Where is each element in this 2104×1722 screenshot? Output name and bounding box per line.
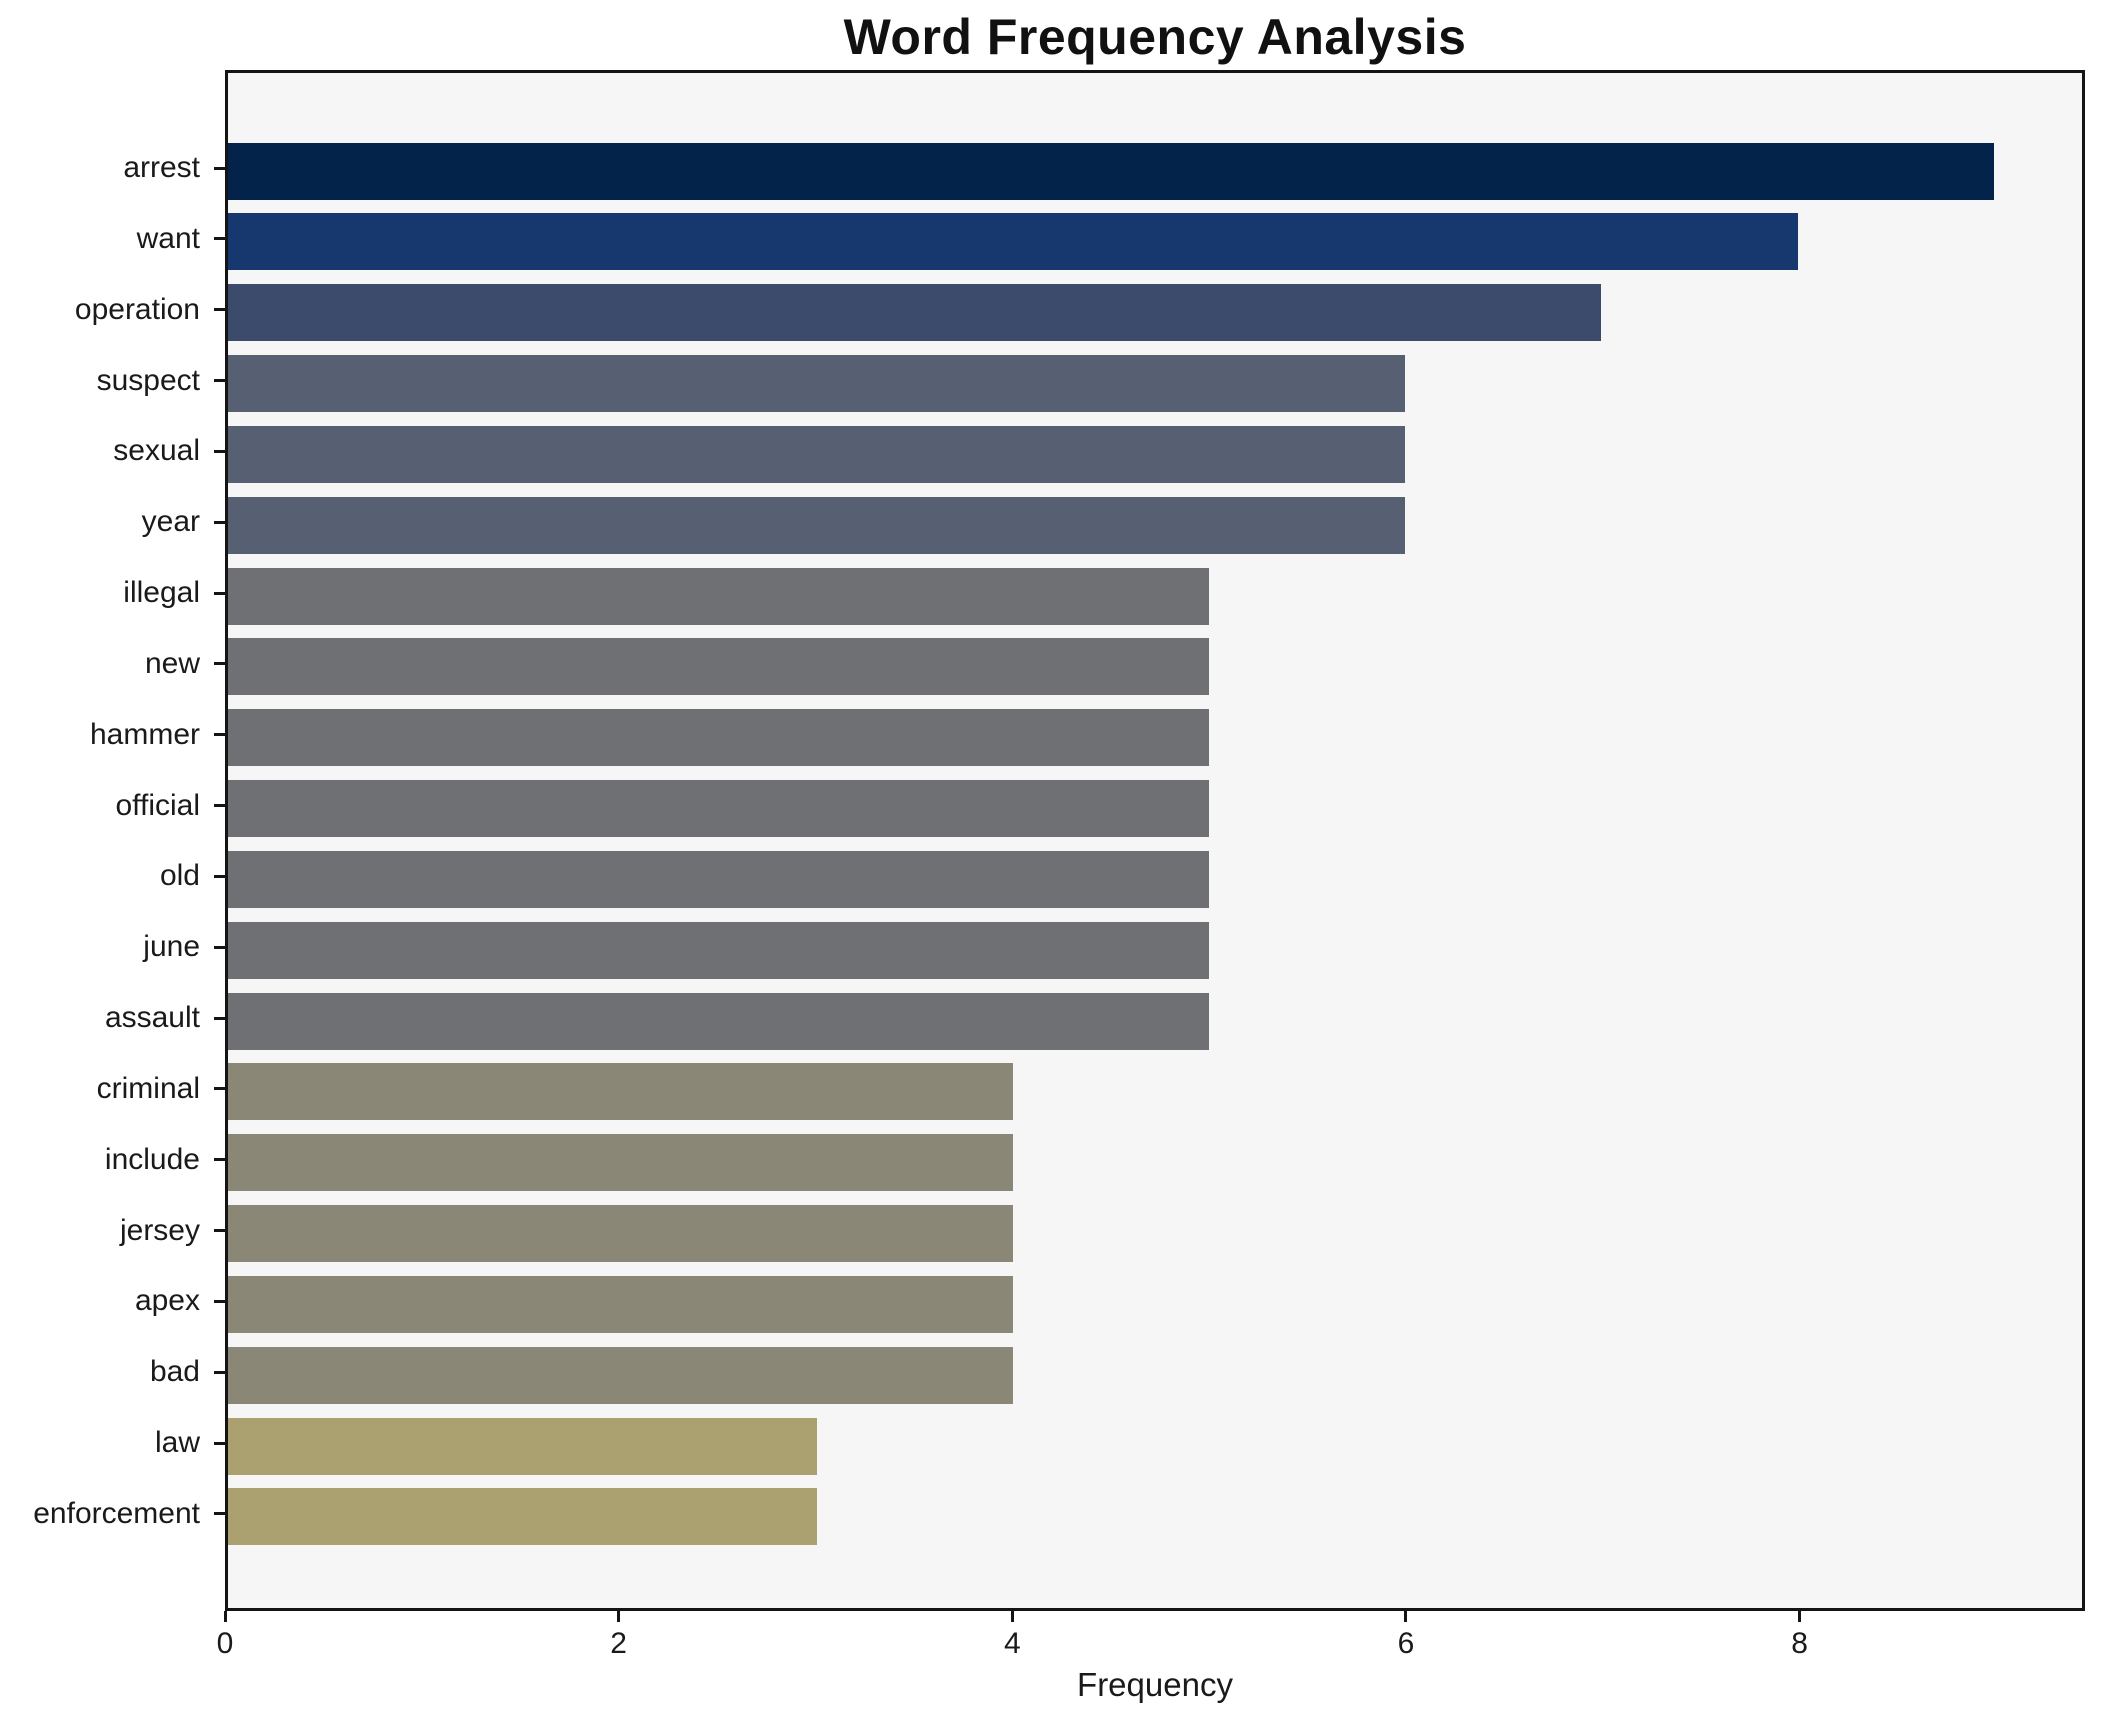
y-tick-label: law	[154, 1426, 200, 1460]
y-tick-label: official	[115, 788, 201, 822]
y-tick-label: suspect	[96, 363, 200, 397]
x-tick-label: 0	[216, 1627, 234, 1660]
bar-june	[228, 921, 1209, 979]
x-tick-label: 2	[610, 1627, 627, 1660]
bar-include	[228, 1134, 1013, 1192]
y-tick-mark	[214, 1512, 225, 1516]
y-tick-label: arrest	[123, 151, 200, 185]
bar-arrest	[228, 142, 1994, 200]
bar-bad	[228, 1346, 1013, 1404]
bar-year	[228, 496, 1406, 554]
bar-old	[228, 850, 1209, 908]
bar-illegal	[228, 567, 1209, 625]
y-tick-mark	[214, 1441, 225, 1445]
y-tick-label: june	[143, 930, 200, 964]
y-tick-label: year	[141, 505, 200, 539]
y-tick-label: apex	[134, 1284, 200, 1318]
y-tick-mark	[214, 874, 225, 878]
x-tick-mark	[223, 1611, 227, 1622]
y-tick-mark	[214, 591, 225, 595]
y-tick-label: want	[136, 221, 200, 255]
y-tick-label: include	[104, 1142, 200, 1176]
bar-enforcement	[228, 1488, 817, 1546]
x-tick-label: 4	[1003, 1627, 1021, 1660]
y-tick-mark	[214, 804, 225, 808]
bar-new	[228, 638, 1209, 696]
y-tick-label: old	[159, 859, 200, 893]
y-tick-mark	[214, 1087, 225, 1091]
y-tick-mark	[214, 662, 225, 666]
bars-container	[228, 73, 2082, 1608]
bar-assault	[228, 992, 1209, 1050]
y-tick-mark	[214, 1016, 225, 1020]
bar-operation	[228, 284, 1602, 342]
y-tick-label: sexual	[113, 434, 200, 468]
y-tick-mark	[214, 1158, 225, 1162]
y-tick-label: illegal	[123, 576, 200, 610]
y-tick-mark	[214, 379, 225, 383]
chart-title: Word Frequency Analysis	[843, 9, 1467, 65]
y-tick-label: assault	[104, 1001, 200, 1035]
y-tick-mark	[214, 733, 225, 737]
y-tick-mark	[214, 308, 225, 312]
x-tick-label: 6	[1397, 1627, 1415, 1660]
x-tick-mark	[617, 1611, 621, 1622]
bar-apex	[228, 1275, 1013, 1333]
bar-suspect	[228, 355, 1406, 413]
bar-law	[228, 1417, 817, 1475]
bar-hammer	[228, 709, 1209, 767]
y-tick-mark	[214, 1229, 225, 1233]
y-tick-label: bad	[149, 1355, 200, 1389]
y-tick-mark	[214, 237, 225, 241]
bar-jersey	[228, 1205, 1013, 1263]
y-tick-mark	[214, 1370, 225, 1374]
bar-sexual	[228, 425, 1406, 483]
bar-criminal	[228, 1063, 1013, 1121]
plot-area	[225, 70, 2085, 1611]
y-tick-label: operation	[74, 292, 200, 326]
x-tick-mark	[1010, 1611, 1014, 1622]
y-tick-label: enforcement	[33, 1496, 200, 1530]
y-tick-mark	[214, 520, 225, 524]
y-tick-mark	[214, 166, 225, 170]
y-tick-label: new	[144, 646, 200, 680]
y-tick-mark	[214, 945, 225, 949]
y-tick-label: hammer	[89, 717, 200, 751]
y-tick-mark	[214, 1299, 225, 1303]
x-tick-mark	[1404, 1611, 1408, 1622]
x-tick-label: 8	[1791, 1627, 1808, 1660]
x-tick-mark	[1798, 1611, 1802, 1622]
x-axis-label: Frequency	[1077, 1666, 1233, 1703]
y-tick-label: jersey	[119, 1213, 200, 1247]
bar-official	[228, 780, 1209, 838]
y-tick-label: criminal	[96, 1071, 200, 1105]
bar-want	[228, 213, 1798, 271]
y-tick-mark	[214, 449, 225, 453]
